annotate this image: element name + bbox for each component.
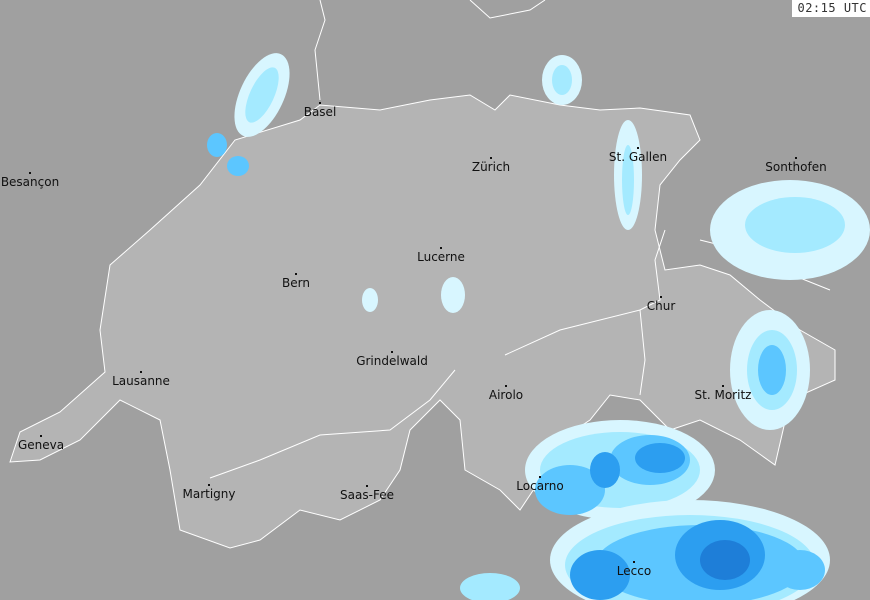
city-marker-icon [319, 102, 321, 104]
rain-cell-central [362, 277, 465, 313]
timestamp: 02:15 UTC [792, 0, 870, 17]
city-label: Saas-Fee [340, 488, 394, 502]
city-marker-icon [633, 561, 635, 563]
rain-cell-ticino [525, 420, 715, 520]
city-label: Basel [303, 105, 337, 119]
city-marker-icon [29, 172, 31, 174]
city-marker-icon [795, 157, 797, 159]
city-label: Locarno [516, 479, 564, 493]
city-label: Lausanne [112, 374, 170, 388]
city-label: St. Moritz [694, 388, 752, 402]
city-label: Airolo [488, 388, 524, 402]
city-marker-icon [366, 485, 368, 487]
rain-cell-allgaeu [710, 180, 870, 280]
rain-cell-jura [207, 53, 290, 176]
city-marker-icon [490, 157, 492, 159]
city-marker-icon [295, 273, 297, 275]
borders [209, 0, 831, 479]
rain-cell-engadin [730, 310, 810, 430]
city-label: Lecco [616, 564, 652, 578]
rain-cell-lake-constance [542, 55, 582, 105]
city-label: Martigny [182, 487, 236, 501]
city-marker-icon [505, 385, 507, 387]
rain-cell-st-gallen [614, 120, 642, 230]
city-marker-icon [140, 371, 142, 373]
radar-precipitation [207, 53, 870, 600]
city-marker-icon [637, 147, 639, 149]
city-label: Besançon [0, 175, 60, 189]
city-marker-icon [660, 296, 662, 298]
city-label: Lucerne [417, 250, 465, 264]
city-label: St. Gallen [608, 150, 668, 164]
city-marker-icon [722, 385, 724, 387]
city-label: Geneva [17, 438, 65, 452]
city-label: Grindelwald [356, 354, 428, 368]
city-label: Sonthofen [765, 160, 827, 174]
city-marker-icon [440, 247, 442, 249]
city-marker-icon [208, 484, 210, 486]
city-label: Zürich [471, 160, 511, 174]
rain-cell-lombardy [460, 500, 830, 600]
city-marker-icon [539, 476, 541, 478]
city-marker-icon [40, 435, 42, 437]
city-marker-icon [391, 351, 393, 353]
city-label: Bern [282, 276, 310, 290]
city-label: Chur [646, 299, 676, 313]
